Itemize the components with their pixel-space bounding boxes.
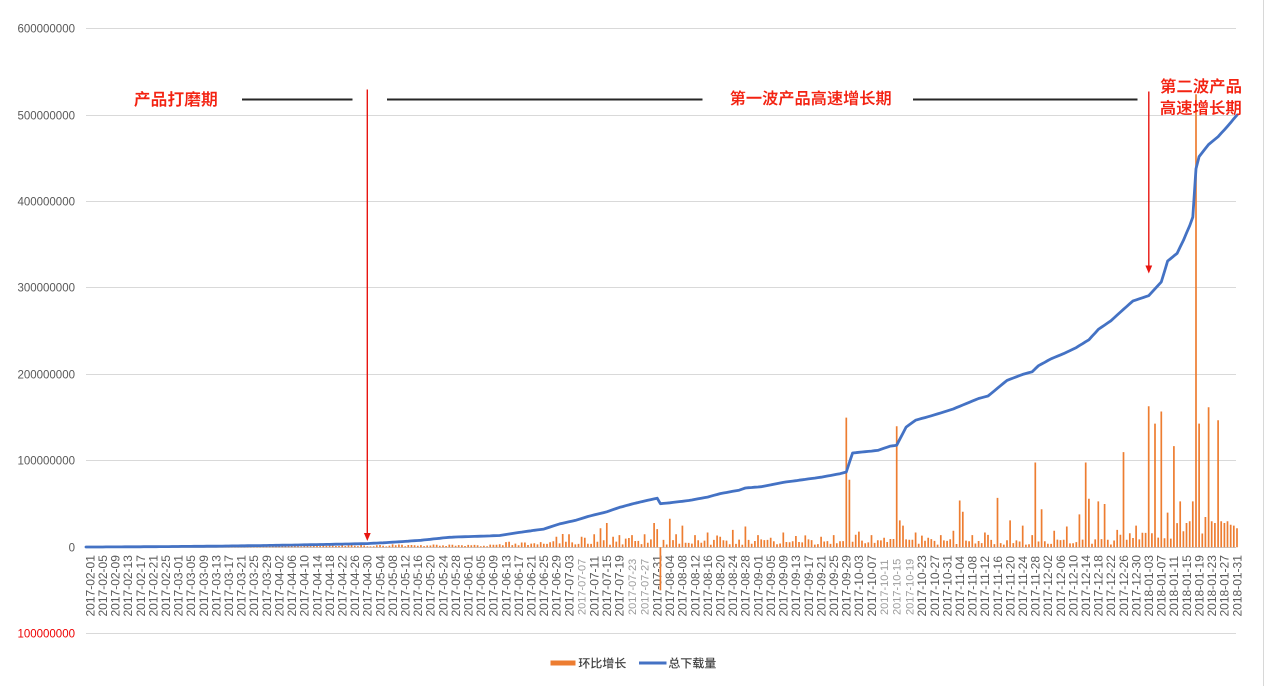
svg-text:2017-06-17: 2017-06-17	[512, 555, 526, 617]
svg-text:2017-11-16: 2017-11-16	[991, 556, 1005, 617]
svg-text:0: 0	[69, 543, 75, 555]
svg-text:2017-11-08: 2017-11-08	[966, 556, 980, 617]
svg-text:2017-03-13: 2017-03-13	[209, 555, 223, 617]
svg-text:2017-09-13: 2017-09-13	[789, 555, 803, 617]
svg-text:2017-07-19: 2017-07-19	[613, 555, 627, 617]
svg-text:2017-12-18: 2017-12-18	[1092, 555, 1106, 617]
svg-text:2017-04-26: 2017-04-26	[348, 555, 362, 617]
svg-text:2018-01-19: 2018-01-19	[1192, 555, 1206, 617]
svg-text:100000000: 100000000	[17, 629, 75, 641]
svg-text:2018-01-23: 2018-01-23	[1205, 555, 1219, 617]
svg-text:2017-11-04: 2017-11-04	[953, 556, 967, 617]
svg-text:2017-08-04: 2017-08-04	[663, 555, 677, 617]
svg-text:2017-04-10: 2017-04-10	[298, 555, 312, 617]
svg-text:2017-06-01: 2017-06-01	[462, 555, 476, 617]
svg-text:2017-03-17: 2017-03-17	[222, 555, 236, 617]
svg-text:2017-06-29: 2017-06-29	[550, 555, 564, 617]
svg-text:200000000: 200000000	[17, 370, 75, 382]
svg-text:2017-05-24: 2017-05-24	[436, 555, 450, 617]
svg-text:2017-02-09: 2017-02-09	[109, 555, 123, 617]
svg-text:2017-08-08: 2017-08-08	[676, 555, 690, 617]
svg-text:2017-03-25: 2017-03-25	[247, 555, 261, 617]
svg-text:2017-02-01: 2017-02-01	[83, 555, 97, 617]
svg-text:2017-09-05: 2017-09-05	[764, 555, 778, 617]
svg-text:2017-08-28: 2017-08-28	[739, 555, 753, 617]
svg-text:2017-12-10: 2017-12-10	[1066, 555, 1080, 617]
svg-text:2018-01-11: 2018-01-11	[1167, 556, 1181, 617]
svg-text:2018-01-15: 2018-01-15	[1180, 555, 1194, 617]
svg-text:600000000: 600000000	[17, 24, 75, 36]
svg-text:2017-10-31: 2017-10-31	[940, 555, 954, 617]
svg-text:2017-07-27: 2017-07-27	[640, 559, 652, 615]
svg-text:2017-06-13: 2017-06-13	[499, 555, 513, 617]
svg-text:2017-10-19: 2017-10-19	[904, 559, 916, 615]
svg-text:2017-10-23: 2017-10-23	[915, 555, 929, 617]
svg-text:2017-07-23: 2017-07-23	[627, 559, 639, 615]
svg-text:2017-12-02: 2017-12-02	[1041, 555, 1055, 617]
svg-text:2017-11-28: 2017-11-28	[1029, 556, 1043, 617]
svg-text:300000000: 300000000	[17, 283, 75, 295]
svg-text:2017-08-24: 2017-08-24	[726, 555, 740, 617]
svg-text:2017-04-06: 2017-04-06	[285, 555, 299, 617]
svg-text:2017-09-09: 2017-09-09	[777, 555, 791, 617]
svg-text:2017-10-11: 2017-10-11	[879, 560, 891, 615]
svg-text:2017-03-29: 2017-03-29	[260, 555, 274, 617]
svg-text:2017-08-20: 2017-08-20	[714, 555, 728, 617]
svg-text:2017-05-04: 2017-05-04	[373, 555, 387, 617]
svg-text:400000000: 400000000	[17, 197, 75, 209]
svg-text:2017-02-05: 2017-02-05	[96, 555, 110, 617]
svg-text:2017-12-30: 2017-12-30	[1129, 555, 1143, 617]
svg-text:2017-08-16: 2017-08-16	[701, 555, 715, 617]
svg-text:2017-04-22: 2017-04-22	[336, 555, 350, 617]
svg-text:2017-10-15: 2017-10-15	[892, 559, 904, 615]
svg-text:2017-03-05: 2017-03-05	[184, 555, 198, 617]
svg-text:2017-02-21: 2017-02-21	[146, 555, 160, 617]
svg-text:2017-02-17: 2017-02-17	[134, 555, 148, 617]
svg-text:2017-03-09: 2017-03-09	[197, 555, 211, 617]
svg-text:2017-06-25: 2017-06-25	[537, 555, 551, 617]
svg-text:2018-01-27: 2018-01-27	[1218, 555, 1232, 617]
svg-text:2017-03-21: 2017-03-21	[235, 555, 249, 617]
svg-text:2017-11-12: 2017-11-12	[978, 556, 992, 617]
svg-text:2018-01-03: 2018-01-03	[1142, 555, 1156, 617]
svg-text:2017-12-14: 2017-12-14	[1079, 555, 1093, 617]
svg-text:2017-09-01: 2017-09-01	[751, 555, 765, 617]
svg-text:2017-09-21: 2017-09-21	[814, 555, 828, 617]
svg-text:2017-07-07: 2017-07-07	[577, 559, 589, 615]
svg-text:2017-02-13: 2017-02-13	[121, 555, 135, 617]
svg-text:2017-07-03: 2017-07-03	[562, 555, 576, 617]
svg-text:2017-05-28: 2017-05-28	[449, 555, 463, 617]
svg-text:2017-06-09: 2017-06-09	[487, 555, 501, 617]
svg-text:2017-07-11: 2017-07-11	[588, 556, 602, 617]
svg-text:2017-12-06: 2017-12-06	[1054, 555, 1068, 617]
svg-text:2017-12-26: 2017-12-26	[1117, 555, 1131, 617]
svg-text:2017-10-03: 2017-10-03	[852, 555, 866, 617]
svg-text:2017-04-02: 2017-04-02	[272, 555, 286, 617]
svg-text:2017-12-22: 2017-12-22	[1104, 555, 1118, 617]
svg-text:2017-11-20: 2017-11-20	[1003, 556, 1017, 617]
svg-text:2017-05-16: 2017-05-16	[411, 555, 425, 617]
svg-text:2017-07-15: 2017-07-15	[600, 555, 614, 617]
svg-text:500000000: 500000000	[17, 111, 75, 123]
svg-text:2017-05-08: 2017-05-08	[386, 555, 400, 617]
svg-text:2017-08-12: 2017-08-12	[688, 555, 702, 617]
svg-text:2017-11-24: 2017-11-24	[1016, 556, 1030, 617]
svg-text:2017-02-25: 2017-02-25	[159, 555, 173, 617]
svg-text:2017-04-30: 2017-04-30	[361, 555, 375, 617]
svg-text:2017-03-01: 2017-03-01	[172, 555, 186, 617]
svg-text:2018-01-07: 2018-01-07	[1155, 555, 1169, 617]
svg-text:2017-06-21: 2017-06-21	[525, 555, 539, 617]
svg-text:2017-04-18: 2017-04-18	[323, 555, 337, 617]
svg-text:2017-10-07: 2017-10-07	[865, 555, 879, 617]
svg-text:100000000: 100000000	[17, 456, 75, 468]
svg-text:2017-04-14: 2017-04-14	[310, 555, 324, 617]
svg-text:2017-05-12: 2017-05-12	[399, 555, 413, 617]
svg-text:2017-09-25: 2017-09-25	[827, 555, 841, 617]
svg-text:2017-10-27: 2017-10-27	[928, 555, 942, 617]
svg-text:2017-09-17: 2017-09-17	[802, 555, 816, 617]
svg-text:2017-09-29: 2017-09-29	[840, 555, 854, 617]
svg-text:2018-01-31: 2018-01-31	[1230, 555, 1244, 617]
svg-text:2017-06-05: 2017-06-05	[474, 555, 488, 617]
svg-text:2017-05-20: 2017-05-20	[424, 555, 438, 617]
